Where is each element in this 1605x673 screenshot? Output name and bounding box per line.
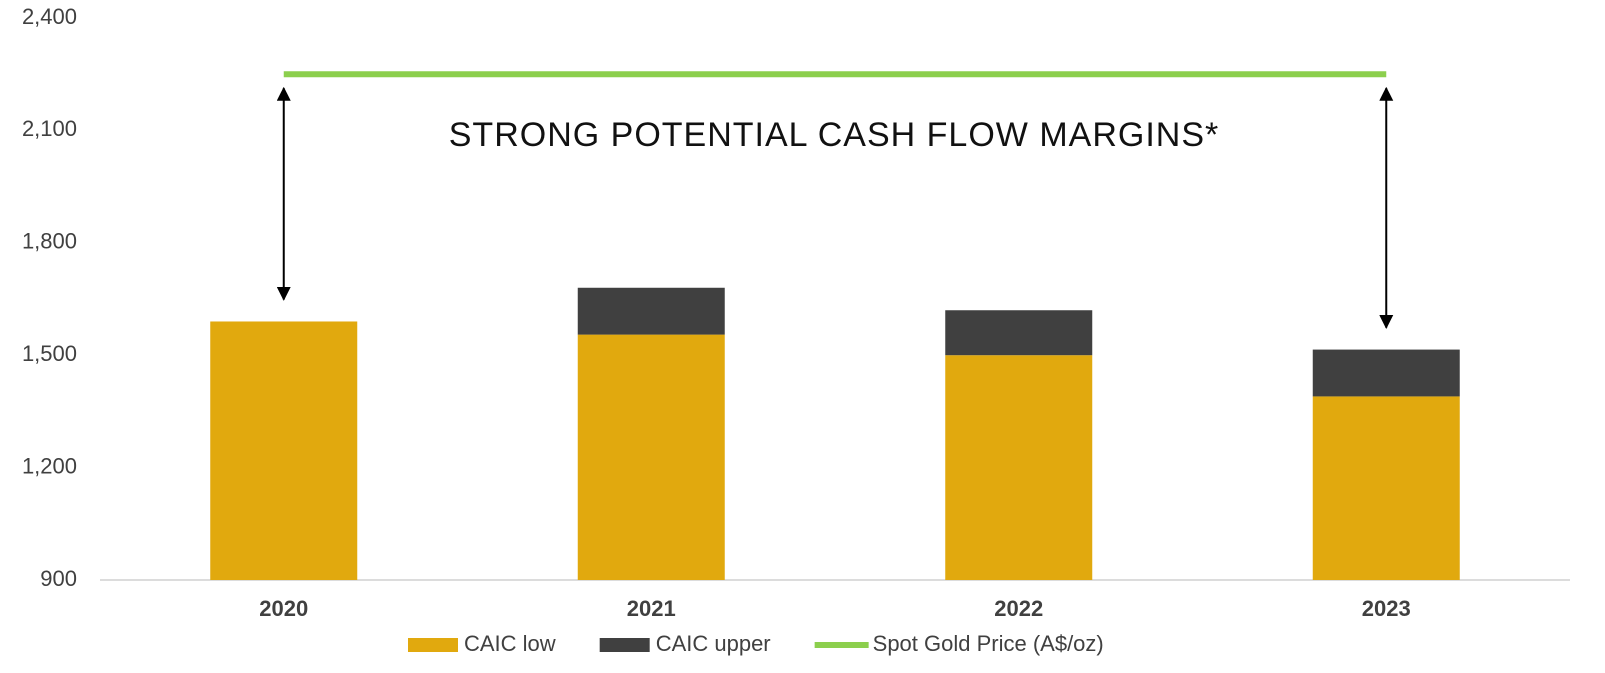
legend-label: CAIC low [464,631,556,656]
y-tick-label: 1,800 [22,229,77,254]
y-tick-label: 2,100 [22,116,77,141]
x-tick-label: 2022 [994,596,1043,621]
x-tick-label: 2023 [1362,596,1411,621]
bar [945,310,1093,356]
x-tick-label: 2021 [627,596,676,621]
bar [1312,396,1460,580]
y-tick-label: 1,200 [22,453,77,478]
legend-swatch [599,638,650,652]
legend-label: CAIC upper [656,631,771,656]
y-tick-label: 900 [40,566,77,591]
annotation: STRONG POTENTIAL CASH FLOW MARGINS* [449,116,1219,154]
bar [210,321,358,580]
bar [577,287,725,335]
legend-swatch [408,638,458,652]
x-tick-label: 2020 [259,596,308,621]
bar [577,334,725,580]
legend-label: Spot Gold Price (A$/oz) [873,631,1104,656]
bar [945,355,1093,580]
y-tick-label: 2,400 [22,4,77,29]
y-tick-label: 1,500 [22,341,77,366]
bar [1312,349,1460,397]
